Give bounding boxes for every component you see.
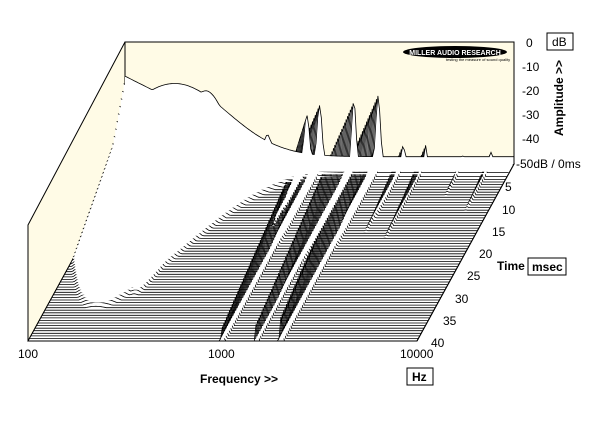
time-axis: 5 10 15 20 25 30 35 40 Time msec	[416, 163, 567, 350]
time-unit-box	[527, 257, 567, 276]
brand-logo: MILLER AUDIO RESEARCH testing the measur…	[403, 46, 510, 62]
decay-slice	[47, 271, 437, 306]
decay-traces	[28, 75, 514, 342]
time-tick: 35	[443, 314, 457, 328]
decay-slice	[36, 297, 426, 326]
frequency-axis-label: Frequency >>	[200, 372, 278, 386]
decay-slice	[44, 278, 434, 311]
time-tick: 25	[467, 269, 481, 283]
decay-slice	[124, 75, 514, 158]
time-tick: 40	[431, 336, 445, 350]
time-tick: 5	[505, 180, 512, 194]
amplitude-unit: dB	[552, 35, 567, 49]
amplitude-tick: -20	[522, 84, 540, 98]
decay-slice	[33, 304, 423, 332]
decay-slice	[49, 268, 439, 303]
frequency-axis: 100 1000 10000 Frequency >> Hz	[18, 340, 434, 386]
amplitude-axis-label: Amplitude >>	[552, 60, 566, 136]
time-axis-line	[416, 163, 515, 342]
brand-tagline: testing the measure of sound quality	[446, 57, 510, 62]
time-tick: 15	[492, 225, 506, 239]
decay-slice-fill	[29, 313, 419, 339]
decay-slice-fill	[125, 76, 514, 164]
amplitude-tick: -10	[522, 60, 540, 74]
decay-slice	[42, 284, 432, 316]
time-tick: 20	[479, 247, 493, 261]
decay-slice	[37, 294, 427, 324]
decay-slice-fill	[33, 304, 423, 331]
amplitude-tick: 0	[526, 36, 533, 50]
time-axis-label: Time	[497, 259, 525, 273]
time-unit: msec	[532, 260, 563, 274]
time-tick: 30	[455, 292, 469, 306]
decay-slice	[39, 291, 429, 321]
amplitude-unit-box	[546, 32, 574, 51]
time-tick: 10	[502, 203, 516, 217]
frequency-tick: 10000	[400, 347, 434, 361]
amplitude-tick: -50dB / 0ms	[516, 157, 581, 171]
amplitude-tick: -30	[522, 108, 540, 122]
amplitude-tick: -40	[522, 132, 540, 146]
decay-slice	[43, 281, 433, 314]
frequency-unit: Hz	[412, 370, 427, 384]
frequency-tick: 1000	[208, 347, 235, 361]
decay-slice	[30, 310, 420, 337]
frequency-unit-box	[406, 367, 434, 386]
decay-slice	[32, 307, 422, 334]
amplitude-axis: 0 -10 -20 -30 -40 -50dB / 0ms dB Amplitu…	[513, 32, 581, 171]
frequency-tick: 100	[18, 347, 38, 361]
brand-name: MILLER AUDIO RESEARCH	[409, 50, 501, 57]
